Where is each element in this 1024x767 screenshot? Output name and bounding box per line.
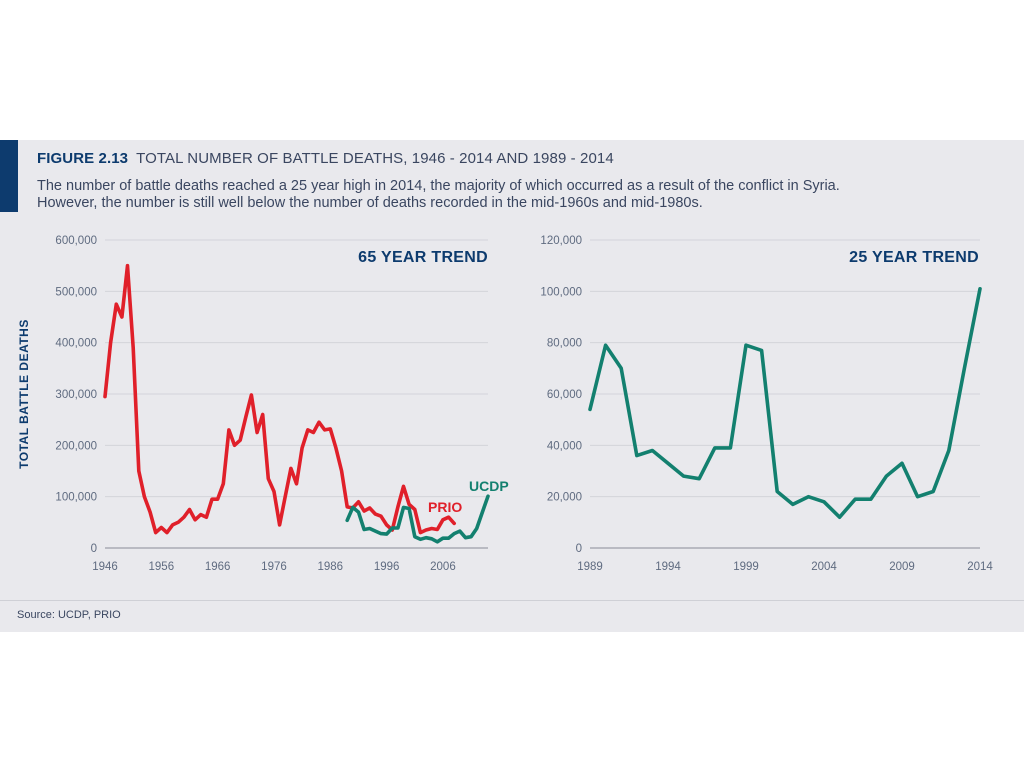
x-tick-labels: 1989 1994 1999 2004 2009 2014	[577, 561, 993, 573]
y-tick-label: 120,000	[540, 235, 582, 247]
x-tick-label: 2009	[889, 561, 915, 573]
y-tick-label: 300,000	[55, 389, 97, 401]
chart-title: 25 YEAR TREND	[849, 249, 979, 266]
series-label-ucdp: UCDP	[469, 478, 509, 494]
x-tick-label: 2006	[430, 561, 456, 573]
y-tick-label: 100,000	[540, 286, 582, 298]
y-tick-labels: 0 100,000 200,000 300,000 400,000 500,000 600,…	[55, 235, 97, 555]
source-note: Source: UCDP, PRIO	[17, 609, 121, 621]
chart-65-year: 0 100,000 200,000 300,000 400,000 500,000 600,…	[17, 235, 509, 573]
y-tick-label: 40,000	[547, 440, 582, 452]
y-tick-label: 60,000	[547, 389, 582, 401]
series-lines	[588, 286, 982, 520]
series-lines	[103, 263, 490, 544]
series-line-prio	[103, 263, 457, 535]
y-tick-label: 600,000	[55, 235, 97, 247]
y-tick-label: 20,000	[547, 492, 582, 504]
y-tick-label: 0	[576, 543, 582, 555]
x-tick-label: 1976	[261, 561, 287, 573]
x-tick-label: 1996	[374, 561, 400, 573]
x-tick-label: 1994	[655, 561, 681, 573]
figure-number: FIGURE 2.13	[37, 150, 129, 167]
x-tick-label: 1966	[205, 561, 231, 573]
figure-subtitle: The number of battle deaths reached a 25…	[37, 178, 1007, 212]
y-axis-label: TOTAL BATTLE DEATHS	[17, 319, 31, 469]
series-line-ucdp	[345, 494, 490, 544]
accent-bar	[0, 140, 18, 212]
chart-title: 65 YEAR TREND	[358, 249, 488, 266]
x-tick-labels: 1946 1956 1966 1976 1986 1996 2006	[92, 561, 456, 573]
y-tick-labels: 0 20,000 40,000 60,000 80,000 100,000 120,000	[540, 235, 582, 555]
grid-lines	[105, 239, 488, 549]
x-tick-label: 1956	[149, 561, 175, 573]
y-tick-label: 200,000	[55, 440, 97, 452]
x-tick-label: 2014	[967, 561, 993, 573]
source-divider	[0, 600, 1024, 601]
figure-title-text: TOTAL NUMBER OF BATTLE DEATHS, 1946 - 20…	[136, 150, 614, 167]
grid-lines	[590, 239, 980, 549]
subtitle-line-2: However, the number is still well below …	[37, 195, 703, 211]
x-tick-label: 1986	[317, 561, 343, 573]
y-tick-label: 400,000	[55, 338, 97, 350]
y-tick-label: 0	[91, 543, 97, 555]
y-tick-label: 100,000	[55, 492, 97, 504]
figure-panel	[0, 140, 1024, 632]
y-tick-label: 500,000	[55, 286, 97, 298]
series-label-prio: PRIO	[428, 499, 462, 515]
y-tick-label: 80,000	[547, 338, 582, 350]
subtitle-line-1: The number of battle deaths reached a 25…	[37, 178, 840, 194]
series-line-ucdp	[588, 286, 982, 520]
chart-25-year: 020,00040,00060,00080,000100,000120,000 …	[540, 235, 993, 573]
figure-title: FIGURE 2.13 TOTAL NUMBER OF BATTLE DEATHS…	[37, 150, 614, 167]
x-tick-label: 1946	[92, 561, 118, 573]
x-tick-label: 1989	[577, 561, 603, 573]
x-tick-label: 1999	[733, 561, 759, 573]
x-tick-label: 2004	[811, 561, 837, 573]
